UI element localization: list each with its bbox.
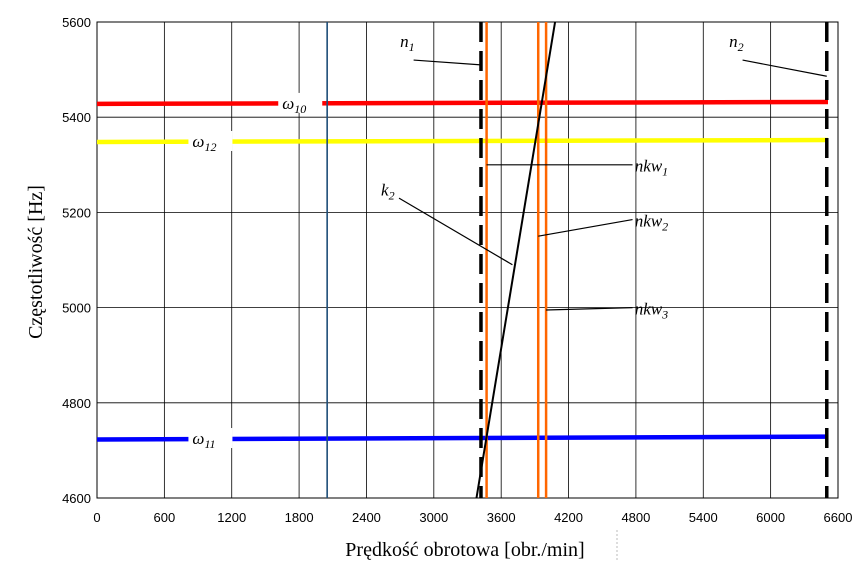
x-tick-label: 1800 — [285, 510, 314, 525]
label-knockout — [188, 428, 233, 449]
x-tick-label: 3000 — [419, 510, 448, 525]
series-label-ω12: ω12 — [192, 132, 216, 154]
plot-frame — [96, 21, 839, 499]
x-tick-label: 600 — [154, 510, 176, 525]
y-tick-label: 5600 — [62, 15, 91, 30]
y-tick-label: 4800 — [62, 396, 91, 411]
leader-lines — [398, 59, 827, 311]
leader-n1 — [413, 59, 482, 66]
leader-nkw2 — [538, 218, 633, 237]
sloped-line-k2 — [475, 21, 557, 499]
leader-nkw3 — [546, 307, 633, 311]
x-tick-label: 4800 — [621, 510, 650, 525]
x-tick-label: 3600 — [487, 510, 516, 525]
tick-labels: 0 600 1200 1800 2400 3000 3600 4200 4800 5400 6000… — [62, 15, 852, 525]
leader-k2 — [398, 197, 513, 266]
x-tick-label: 2400 — [352, 510, 381, 525]
annotation-k2: k2 — [381, 181, 395, 203]
annotation-nkw3: nkw3 — [635, 300, 668, 322]
annotation-nkw2: nkw2 — [635, 212, 668, 234]
y-tick-label: 5400 — [62, 110, 91, 125]
series-label-ω11: ω11 — [192, 429, 215, 451]
x-tick-label: 5400 — [689, 510, 718, 525]
annotation-nkw1: nkw1 — [635, 156, 668, 178]
x-tick-label: 1200 — [217, 510, 246, 525]
y-tick-label: 4600 — [62, 491, 91, 506]
leader-n2 — [742, 59, 827, 77]
x-tick-label: 4200 — [554, 510, 583, 525]
annotation-n2: n2 — [729, 32, 744, 54]
y-tick-label: 5000 — [62, 301, 91, 316]
x-tick-label: 6000 — [756, 510, 785, 525]
x-tick-label: 6600 — [824, 510, 853, 525]
label-knockout — [278, 92, 323, 113]
grid — [96, 21, 839, 499]
series-label-ω10: ω10 — [282, 94, 306, 116]
y-axis-title: Częstotliwość [Hz] — [25, 185, 47, 339]
x-axis-title: Prędkość obrotowa [obr./min] — [345, 539, 584, 561]
sloped-line-group — [475, 21, 557, 499]
series-labels: ω10 ω12 ω11 n1 n2 nkw1 nkw2 nkw3 k2 — [188, 32, 744, 451]
series-line-ω10 — [96, 99, 829, 107]
annotation-n1: n1 — [400, 32, 415, 54]
y-tick-label: 5200 — [62, 205, 91, 220]
vertical-lines — [326, 22, 829, 498]
x-tick-label: 0 — [93, 510, 100, 525]
label-knockout — [188, 131, 233, 151]
